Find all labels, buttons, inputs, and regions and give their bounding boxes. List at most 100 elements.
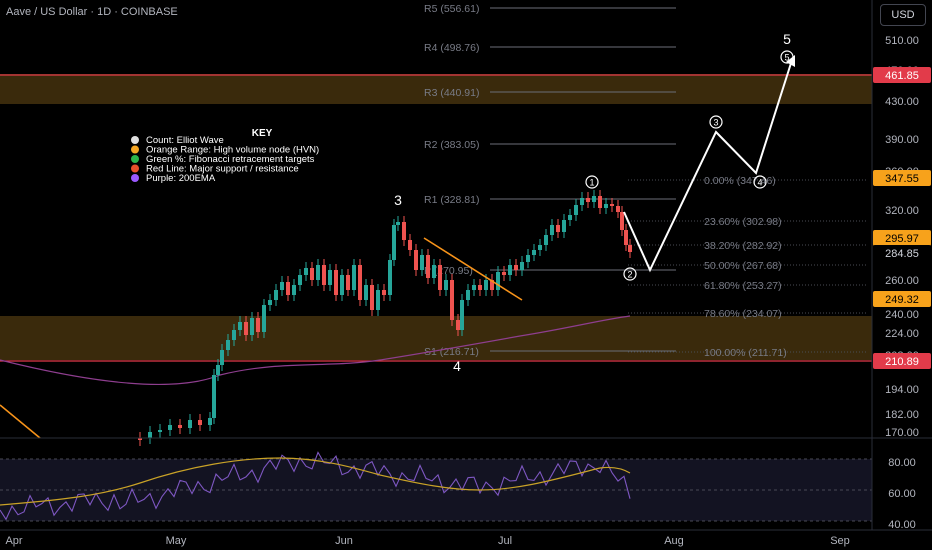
symbol-title[interactable]: Aave / US Dollar · 1D · COINBASE: [6, 6, 178, 18]
pivot-label: R4 (498.76): [424, 42, 479, 54]
svg-text:2: 2: [627, 270, 632, 280]
key-dot: [131, 164, 139, 173]
rsi-tick: 40.00: [888, 519, 916, 531]
candle-body: [426, 255, 430, 278]
fib-label: 23.60% (302.98): [704, 216, 782, 228]
candle-body: [460, 300, 464, 330]
candle-body: [520, 262, 524, 270]
price-badge-label: 347.55: [885, 173, 919, 185]
candle-body: [392, 225, 396, 260]
candle-body: [334, 270, 338, 295]
candle-body: [358, 265, 362, 300]
time-label: May: [166, 535, 187, 547]
candle-body: [188, 420, 192, 428]
time-label: Sep: [830, 535, 850, 547]
key-item-label: Red Line: Major support / resistance: [146, 164, 299, 175]
key-dot: [131, 145, 139, 154]
candle-body: [456, 320, 460, 330]
candle-body: [444, 280, 448, 290]
key-title: KEY: [252, 128, 273, 139]
candle-body: [490, 280, 494, 290]
candle-body: [364, 285, 368, 300]
wave-projection-path: [623, 59, 793, 273]
rsi-axis[interactable]: 80.00 60.00 40.00: [888, 457, 916, 531]
pivot-levels: R5 (556.61) R4 (498.76) R3 (440.91) R2 (383…: [424, 3, 676, 358]
price-badge-label: 249.32: [885, 294, 919, 306]
candle-body: [138, 438, 142, 440]
wave-minor-3: 3: [709, 115, 723, 129]
candle-body: [544, 235, 548, 245]
candle-body: [628, 245, 632, 252]
candle-body: [232, 330, 236, 340]
currency-button[interactable]: USD: [880, 4, 926, 26]
wave-major-4: 4: [453, 358, 461, 374]
key-item-label: Purple: 200EMA: [146, 173, 216, 184]
candle-body: [478, 285, 482, 290]
candle-body: [316, 265, 320, 280]
candle-body: [286, 282, 290, 295]
candle-body: [208, 418, 212, 425]
key-item-label: Orange Range: High volume node (HVN): [146, 145, 319, 156]
candle-body: [396, 222, 400, 225]
orange-trendline-left: [0, 404, 41, 439]
pivot-label: R1 (328.81): [424, 194, 479, 206]
fib-label: 50.00% (267.68): [704, 260, 782, 272]
candle-body: [538, 245, 542, 250]
price-badge-label: 210.89: [885, 356, 919, 368]
candle-body: [292, 285, 296, 295]
pivot-label: R5 (556.61): [424, 3, 479, 15]
candle-body: [388, 260, 392, 295]
candle-body: [616, 206, 620, 212]
fib-label: 100.00% (211.71): [704, 347, 787, 359]
candle-body: [168, 425, 172, 430]
candle-body: [472, 285, 476, 290]
candle-body: [580, 198, 584, 205]
svg-text:1: 1: [589, 178, 594, 188]
time-label: Jun: [335, 535, 353, 547]
candle-body: [250, 318, 254, 335]
candle-body: [280, 282, 284, 290]
candle-body: [496, 272, 500, 290]
candle-body: [624, 230, 628, 245]
candle-body: [244, 322, 248, 335]
candle-body: [376, 290, 380, 310]
price-tick: 224.00: [885, 328, 919, 340]
candle-body: [238, 322, 242, 330]
candle-body: [262, 305, 266, 332]
fib-label: 61.80% (253.27): [704, 280, 782, 292]
minor-wave-labels: 1 2 3 4 5: [585, 50, 794, 281]
price-badge: [873, 67, 931, 83]
candle-body: [304, 268, 308, 275]
candle-body: [592, 196, 596, 202]
price-tick: 194.00: [885, 384, 919, 396]
price-badge-label: 284.85: [885, 248, 919, 260]
price-tick: 182.00: [885, 409, 919, 421]
price-badge-label: 461.85: [885, 70, 919, 82]
rsi-ma-line: [0, 457, 631, 506]
candle-body: [508, 265, 512, 275]
price-badge: [873, 245, 931, 261]
candle-body: [370, 285, 374, 310]
candle-body: [212, 375, 216, 418]
time-axis[interactable]: Apr May Jun Jul Aug Sep: [5, 535, 849, 547]
hvn-zone-upper: [0, 74, 872, 104]
key-item-label: Green %: Fibonacci retracement targets: [146, 154, 315, 165]
price-tick: 260.00: [885, 275, 919, 287]
candle-body: [604, 204, 608, 208]
price-tick: 510.00: [885, 35, 919, 47]
candle-body: [438, 265, 442, 290]
candle-body: [382, 290, 386, 295]
price-tick: 170.00: [885, 427, 919, 439]
candle-body: [574, 205, 578, 215]
wave-minor-4: 4: [753, 175, 767, 189]
candle-body: [556, 225, 560, 232]
candle-body: [526, 255, 530, 262]
candle-body: [402, 222, 406, 240]
price-tick: 320.00: [885, 205, 919, 217]
price-tick: 240.00: [885, 309, 919, 321]
wave-major-5: 5: [783, 31, 791, 47]
candle-body: [502, 272, 506, 275]
candle-body: [298, 275, 302, 285]
